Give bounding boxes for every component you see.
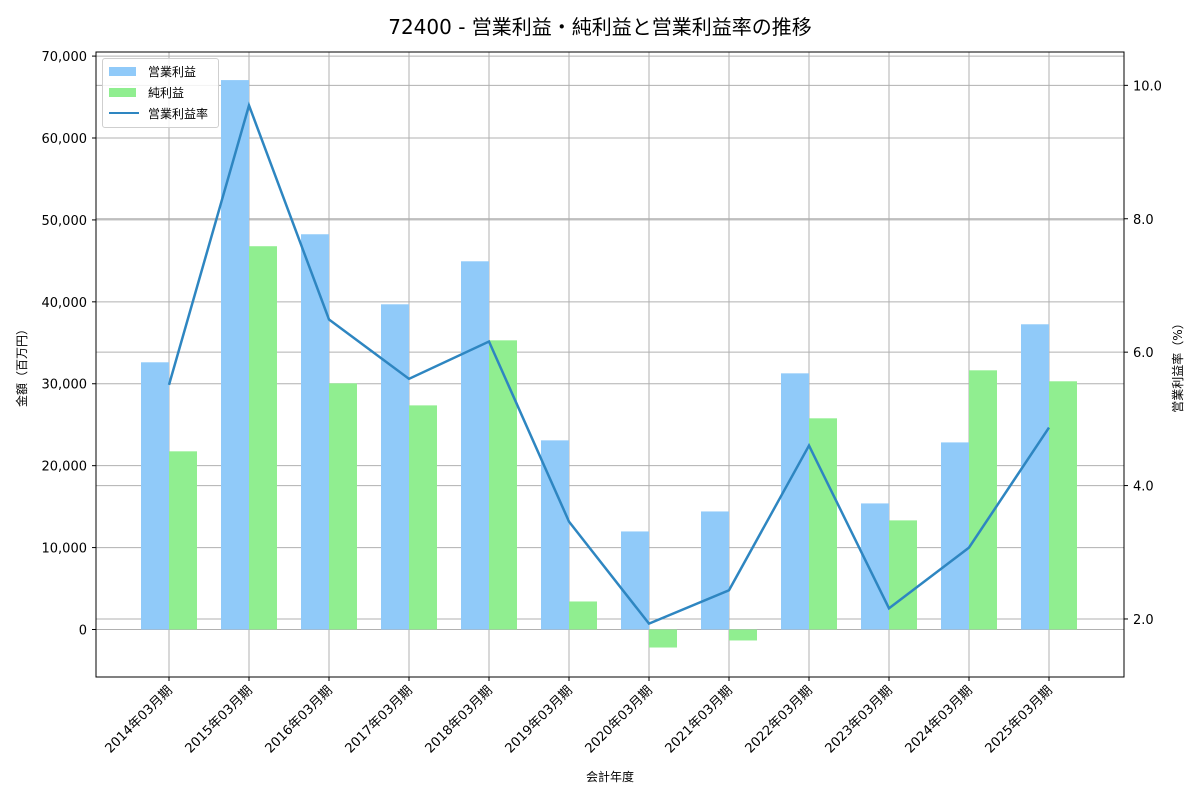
x-tick-label: 2021年03月期 (663, 683, 736, 756)
x-tick-label: 2020年03月期 (583, 683, 656, 756)
operating-profit-bar (141, 362, 169, 630)
y2-tick-label: 6.0 (1133, 346, 1154, 361)
x-tick-label: 2015年03月期 (183, 683, 256, 756)
y-axis-label: 金額（百万円） (14, 323, 29, 407)
operating-profit-bar (781, 373, 809, 630)
net-profit-bar (569, 601, 597, 630)
y2-axis-label: 営業利益率（%） (1170, 317, 1185, 412)
y2-tick-label: 10.0 (1133, 79, 1162, 94)
operating-margin-line (167, 101, 1051, 626)
net-profit-bar (649, 629, 677, 648)
y2-tick-label: 2.0 (1133, 613, 1154, 628)
operating-profit-bar (941, 442, 969, 630)
margin-line-series (167, 101, 1051, 626)
legend-item-operating-margin: 営業利益率 (109, 104, 208, 122)
x-tick-label: 2024年03月期 (903, 683, 976, 756)
y-tick-label: 0 (79, 623, 87, 638)
y2-tick-label: 4.0 (1133, 480, 1154, 495)
net-profit-bar (729, 629, 757, 641)
y-tick-label: 10,000 (42, 542, 88, 557)
bar-series (141, 80, 1077, 648)
x-tick-label: 2025年03月期 (983, 683, 1056, 756)
operating-profit-bar (621, 531, 649, 630)
chart-title: 72400 - 営業利益・純利益と営業利益率の推移 (388, 15, 812, 39)
x-tick-label: 2018年03月期 (423, 683, 496, 756)
x-tick-label: 2014年03月期 (103, 683, 176, 756)
y-tick-label: 70,000 (42, 50, 88, 65)
net-profit-bar (489, 340, 517, 630)
y2-tick-label: 8.0 (1133, 213, 1154, 228)
x-tick-label: 2023年03月期 (823, 683, 896, 756)
operating-profit-bar (221, 80, 249, 630)
x-axis-label: 会計年度 (586, 769, 634, 784)
y-tick-label: 30,000 (42, 378, 88, 393)
net-profit-bar (969, 370, 997, 630)
legend-item-net-profit: 純利益 (109, 83, 184, 101)
x-tick-label: 2022年03月期 (743, 683, 816, 756)
net-profit-bar (409, 405, 437, 630)
x-tick-label: 2017年03月期 (343, 683, 416, 756)
y-tick-label: 60,000 (42, 132, 88, 147)
y-tick-label: 40,000 (42, 296, 88, 311)
y-tick-label: 20,000 (42, 460, 88, 475)
operating-margin-line-icon (109, 111, 139, 115)
legend-label: 営業利益 (148, 64, 197, 79)
x-tick-label: 2019年03月期 (503, 683, 576, 756)
legend-label: 営業利益率 (148, 106, 209, 121)
net-profit-bar (889, 520, 917, 630)
operating-profit-swatch-icon (109, 66, 136, 76)
operating-profit-bar (861, 503, 889, 630)
right-y-axis: 2.0 4.0 6.0 8.0 10.0 (1124, 79, 1162, 628)
net-profit-bar (169, 451, 197, 630)
legend-item-operating-profit: 営業利益 (109, 62, 196, 80)
net-profit-swatch-icon (109, 87, 136, 97)
net-profit-bar (1049, 381, 1077, 630)
operating-profit-bar (701, 511, 729, 630)
operating-profit-bar (1021, 324, 1049, 630)
net-profit-bar (329, 383, 357, 630)
net-profit-bar (809, 418, 837, 630)
operating-profit-bar (461, 261, 489, 630)
net-profit-bar (249, 246, 277, 630)
plot-frame (95, 51, 1125, 678)
operating-profit-bar (301, 234, 329, 630)
legend: 営業利益 純利益 営業利益率 (102, 58, 219, 128)
x-tick-label: 2016年03月期 (263, 683, 336, 756)
left-y-axis: 0 10,000 20,000 30,000 40,000 50,000 60,000 70,… (42, 50, 96, 638)
x-axis: 2014年03月期 2015年03月期 2016年03月期 2017年03月期 2018… (103, 677, 1056, 757)
operating-profit-bar (381, 304, 409, 630)
y-tick-label: 50,000 (42, 214, 88, 229)
legend-label: 純利益 (148, 85, 185, 100)
